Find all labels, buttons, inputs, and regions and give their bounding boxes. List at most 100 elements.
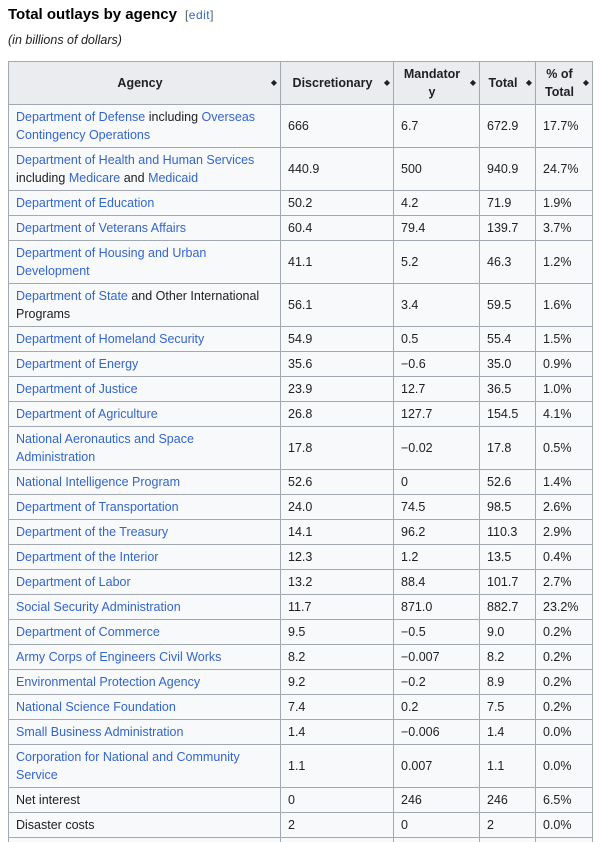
pct-cell: 24.7% xyxy=(535,147,593,191)
agency-link[interactable]: Department of Housing and Urban Developm… xyxy=(16,246,207,278)
sort-icon: ◆ xyxy=(383,78,390,87)
mandatory-cell: −0.6 xyxy=(393,351,480,377)
agency-link[interactable]: Department of Defense xyxy=(16,110,146,124)
agency-cell: Small Business Administration xyxy=(8,719,281,745)
mandatory-cell: 0.5 xyxy=(393,326,480,352)
edit-bracket-open: [ xyxy=(184,8,189,22)
agency-cell: Department of Housing and Urban Developm… xyxy=(8,240,281,284)
agency-cell: Army Corps of Engineers Civil Works xyxy=(8,644,281,670)
agency-cell: Department of Education xyxy=(8,190,281,216)
pct-cell: 2.6% xyxy=(535,494,593,520)
pct-cell: 0.0% xyxy=(535,719,593,745)
mandatory-cell: 12.7 xyxy=(393,376,480,402)
table-row: Department of Commerce 9.5 −0.5 9.0 0.2% xyxy=(8,619,593,645)
discretionary-cell: 12.3 xyxy=(280,544,394,570)
edit-bracket-close: ] xyxy=(210,8,214,22)
total-cell: 71.9 xyxy=(479,190,536,216)
discretionary-cell: 1.1 xyxy=(280,744,394,788)
agency-link[interactable]: Army Corps of Engineers Civil Works xyxy=(16,650,222,664)
agency-link[interactable]: Department of Energy xyxy=(16,357,139,371)
table-row: National Science Foundation 7.4 0.2 7.5 … xyxy=(8,694,593,720)
mandatory-cell: 0.2 xyxy=(393,694,480,720)
total-cell: 940.9 xyxy=(479,147,536,191)
agency-link[interactable]: Department of State xyxy=(16,289,128,303)
total-cell: 36.5 xyxy=(479,376,536,402)
agency-link[interactable]: Department of Commerce xyxy=(16,625,160,639)
total-cell: 2 xyxy=(479,812,536,838)
column-header-discretionary[interactable]: Discretionary ◆ xyxy=(280,61,394,105)
agency-link[interactable]: Department of Education xyxy=(16,196,155,210)
pct-cell: 23.2% xyxy=(535,594,593,620)
mandatory-cell: −0.2 xyxy=(393,669,480,695)
table-row: Department of Labor 13.2 88.4 101.7 2.7% xyxy=(8,569,593,595)
total-cell: 13.5 xyxy=(479,544,536,570)
total-cell: 246 xyxy=(479,787,536,813)
pct-cell: 1.9% xyxy=(535,190,593,216)
table-row: Department of Transportation 24.0 74.5 9… xyxy=(8,494,593,520)
column-header-mandatory[interactable]: Mandatory ◆ xyxy=(393,61,480,105)
agency-link[interactable]: Environmental Protection Agency xyxy=(16,675,201,689)
agency-cell: Department of Energy xyxy=(8,351,281,377)
total-cell: 672.9 xyxy=(479,104,536,148)
agency-link[interactable]: National Aeronautics and Space Administr… xyxy=(16,432,194,464)
discretionary-cell: 50.2 xyxy=(280,190,394,216)
agency-link[interactable]: Social Security Administration xyxy=(16,600,181,614)
discretionary-cell: 1.4 xyxy=(280,719,394,745)
pct-cell: 0.4% xyxy=(535,544,593,570)
mandatory-cell: −0.02 xyxy=(393,426,480,470)
table-row: Net interest 0 246 246 6.5% xyxy=(8,787,593,813)
sort-icon: ◆ xyxy=(525,78,532,87)
agency-link[interactable]: Department of the Treasury xyxy=(16,525,169,539)
column-header-total[interactable]: Total ◆ xyxy=(479,61,536,105)
sort-icon: ◆ xyxy=(582,78,589,87)
agency-link[interactable]: Department of Agriculture xyxy=(16,407,158,421)
edit-link[interactable]: edit xyxy=(188,8,211,22)
total-cell: 17.8 xyxy=(479,426,536,470)
table-row: Department of Veterans Affairs 60.4 79.4… xyxy=(8,215,593,241)
pct-cell: 0.2% xyxy=(535,669,593,695)
agency-cell: Department of Health and Human Services … xyxy=(8,147,281,191)
total-cell: 52.6 xyxy=(479,469,536,495)
mandatory-cell: 4.2 xyxy=(393,190,480,216)
agency-link[interactable]: Overseas Contingency Operations xyxy=(16,110,256,142)
agency-cell: Department of Agriculture xyxy=(8,401,281,427)
pct-cell: 1.0% xyxy=(535,376,593,402)
agency-link[interactable]: Medicaid xyxy=(148,171,199,185)
mandatory-cell: 96.2 xyxy=(393,519,480,545)
agency-text: Disaster costs xyxy=(16,818,95,832)
pct-cell: 3.7% xyxy=(535,215,593,241)
total-cell: 882.7 xyxy=(479,594,536,620)
agency-link[interactable]: Department of Justice xyxy=(16,382,138,396)
discretionary-cell: 24.0 xyxy=(280,494,394,520)
pct-cell: 2.7% xyxy=(535,569,593,595)
agency-link[interactable]: Department of Homeland Security xyxy=(16,332,205,346)
table-row: Other spending 34.0- 61.7 29.5 0.8% xyxy=(8,837,593,842)
agency-link[interactable]: Department of Labor xyxy=(16,575,131,589)
discretionary-cell: 34.0- xyxy=(280,837,394,842)
column-header-pct-of-total[interactable]: % of Total ◆ xyxy=(535,61,593,105)
column-header-label: Agency xyxy=(117,76,163,90)
agency-link[interactable]: Department of Transportation xyxy=(16,500,179,514)
column-header-label: % of Total xyxy=(545,67,574,99)
agency-link[interactable]: Medicare xyxy=(68,171,121,185)
discretionary-cell: 52.6 xyxy=(280,469,394,495)
discretionary-cell: 9.5 xyxy=(280,619,394,645)
discretionary-cell: 17.8 xyxy=(280,426,394,470)
agency-link[interactable]: Department of the Interior xyxy=(16,550,159,564)
table-row: Department of Defense including Overseas… xyxy=(8,104,593,148)
agency-link[interactable]: Small Business Administration xyxy=(16,725,184,739)
agency-link[interactable]: National Intelligence Program xyxy=(16,475,180,489)
total-cell: 29.5 xyxy=(479,837,536,842)
column-header-agency[interactable]: Agency ◆ xyxy=(8,61,281,105)
agency-link[interactable]: Department of Veterans Affairs xyxy=(16,221,187,235)
mandatory-cell: 246 xyxy=(393,787,480,813)
table-subtitle: (in billions of dollars) xyxy=(8,33,122,47)
agency-link[interactable]: Corporation for National and Community S… xyxy=(16,750,240,782)
discretionary-cell: 14.1 xyxy=(280,519,394,545)
discretionary-cell: 56.1 xyxy=(280,283,394,327)
pct-cell: 1.2% xyxy=(535,240,593,284)
table-row: Department of Education 50.2 4.2 71.9 1.… xyxy=(8,190,593,216)
agency-link[interactable]: Department of Health and Human Services xyxy=(16,153,255,167)
agency-link[interactable]: National Science Foundation xyxy=(16,700,176,714)
outlays-table: Agency ◆ Discretionary ◆ Mandatory ◆ Tot… xyxy=(8,61,593,842)
